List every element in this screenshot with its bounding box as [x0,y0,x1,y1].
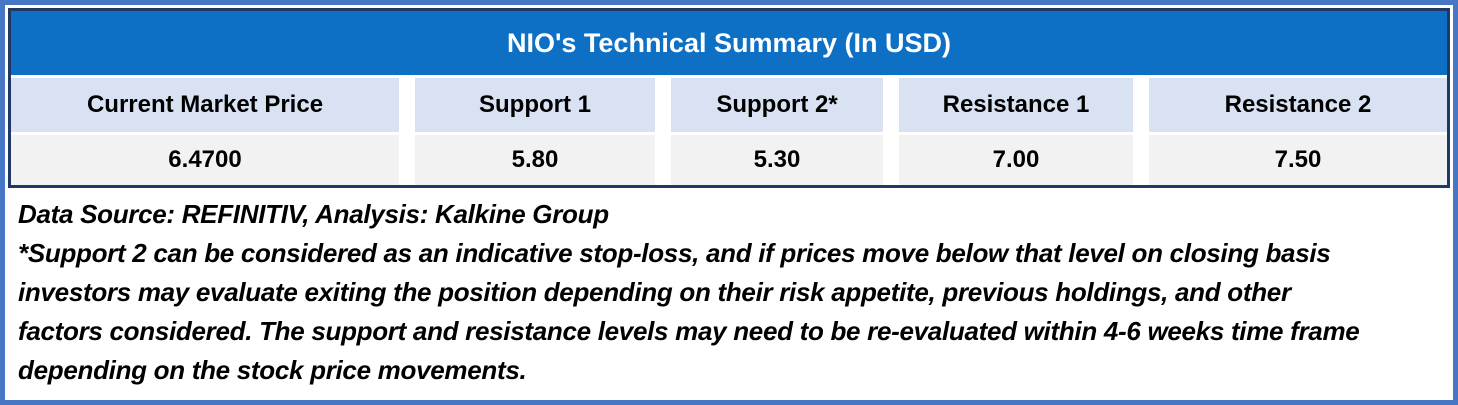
table-title-bar: NIO's Technical Summary (In USD) [11,11,1447,75]
disclaimer-line: depending on the stock price movements. [18,355,527,385]
data-source-line: Data Source: REFINITIV, Analysis: Kalkin… [18,199,609,229]
footnotes: Data Source: REFINITIV, Analysis: Kalkin… [5,188,1453,390]
header-cell-resistance-2: Resistance 2 [1149,78,1447,132]
value-cell-support-1: 5.80 [415,135,655,185]
table-value-row: 6.4700 5.80 5.30 7.00 7.50 [11,135,1447,185]
table-title: NIO's Technical Summary (In USD) [506,27,952,58]
value-cell-resistance-1: 7.00 [899,135,1133,185]
value-cell-resistance-2: 7.50 [1149,135,1447,185]
disclaimer-line: investors may evaluate exiting the posit… [18,277,1291,307]
table-header-row: Current Market Price Support 1 Support 2… [11,78,1447,132]
header-cell-current-market-price: Current Market Price [11,78,399,132]
header-cell-support-2: Support 2* [671,78,883,132]
value-cell-current-market-price: 6.4700 [11,135,399,185]
technical-summary-table: NIO's Technical Summary (In USD) Current… [8,8,1450,188]
value-cell-support-2: 5.30 [671,135,883,185]
header-cell-resistance-1: Resistance 1 [899,78,1133,132]
disclaimer-line: *Support 2 can be considered as an indic… [18,238,1331,268]
disclaimer-line: factors considered. The support and resi… [18,316,1360,346]
header-cell-support-1: Support 1 [415,78,655,132]
